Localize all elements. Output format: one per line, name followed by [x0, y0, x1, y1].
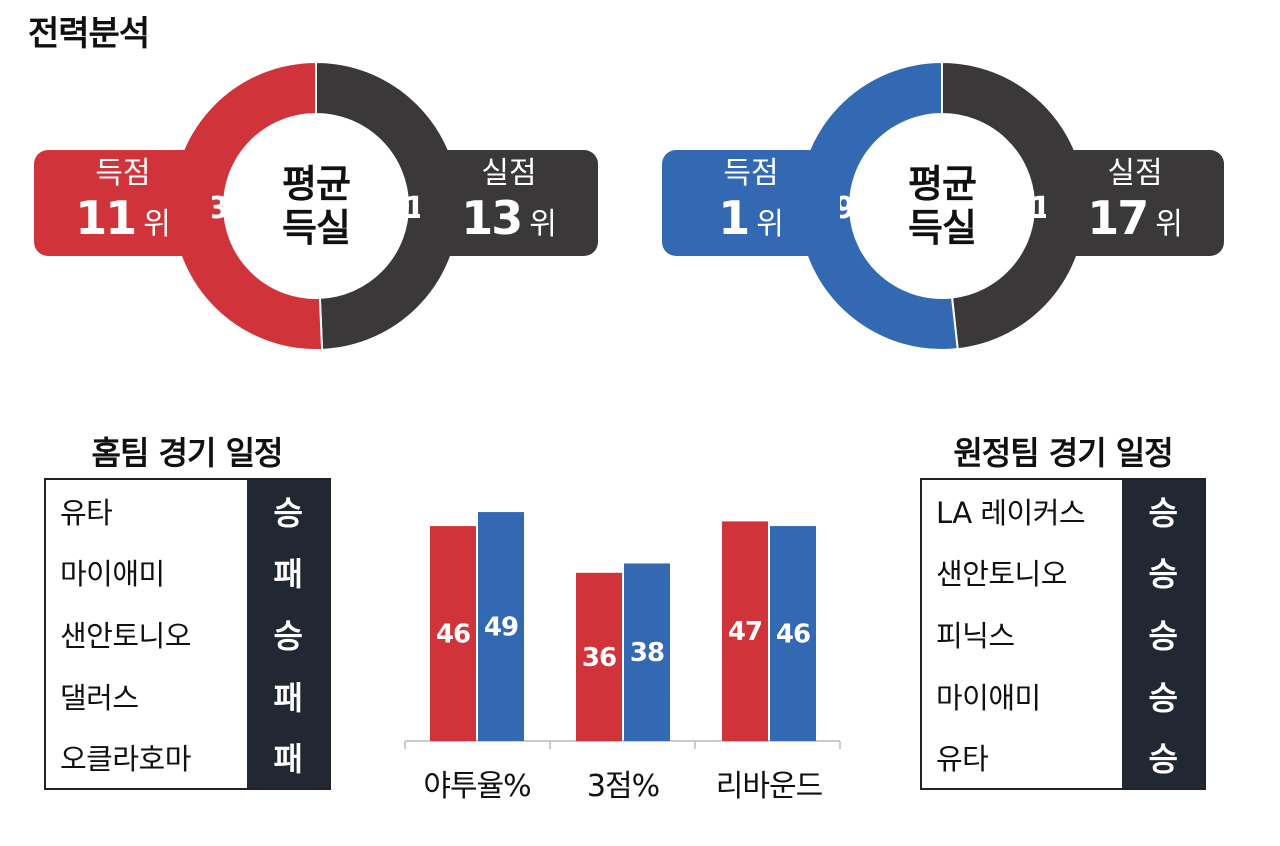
schedule-opponent: 유타 — [60, 495, 113, 530]
bar — [576, 572, 622, 741]
home-allowed-unit: 위 — [529, 206, 557, 242]
away-center-line1: 평균 — [908, 162, 977, 206]
bar — [478, 512, 524, 741]
away-allowed-box: 실점 17 위 — [1046, 150, 1224, 256]
bar-value-label: 38 — [630, 638, 664, 668]
bar-value-label: 46 — [776, 620, 810, 650]
bar-value-label: 47 — [728, 617, 762, 647]
home-scored-rank: 11 — [75, 190, 137, 245]
schedule-opponent: 샌안토니오 — [60, 618, 191, 653]
bar — [430, 526, 476, 741]
home-scored-slice — [171, 60, 324, 351]
home-allowed-rank: 13 — [461, 190, 523, 245]
schedule-opponent: 샌안토니오 — [936, 557, 1067, 592]
schedule-result: 승 — [273, 493, 303, 532]
category-label: 리바운드 — [716, 769, 823, 804]
away-schedule-title: 원정팀 경기 일정 — [953, 434, 1173, 472]
away-center-label: 평균 득실 — [882, 162, 1002, 250]
home-center-line1: 평균 — [282, 162, 351, 206]
home-allowed-label: 실점 — [481, 155, 537, 191]
schedule-opponent: 피닉스 — [936, 618, 1015, 653]
schedule-opponent: 오클라호마 — [60, 742, 191, 777]
bar — [624, 563, 670, 741]
schedule-result: 패 — [273, 678, 303, 717]
away-scored-unit: 위 — [756, 206, 784, 242]
schedule-opponent: LA 레이커스 — [936, 495, 1086, 530]
schedule-result: 패 — [273, 740, 303, 779]
schedule-opponent: 댈러스 — [60, 680, 139, 715]
away-scored-rank: 1 — [718, 190, 750, 245]
home-allowed-box: 실점 13 위 — [420, 150, 598, 256]
away-center-line2: 득실 — [908, 206, 977, 250]
category-label: 3점% — [587, 769, 659, 804]
home-scored-label: 득점 — [95, 155, 151, 191]
bar-value-label: 46 — [436, 620, 470, 650]
away-scored-label: 득점 — [723, 155, 779, 191]
schedule-result: 승 — [1148, 616, 1178, 655]
home-scored-box: 득점 11 위 — [34, 150, 212, 256]
schedule-result: 패 — [273, 555, 303, 594]
home-schedule-title: 홈팀 경기 일정 — [91, 434, 284, 472]
away-allowed-slice — [941, 60, 1087, 351]
home-center-line2: 득실 — [282, 206, 351, 250]
home-allowed-slice — [315, 60, 461, 351]
schedule-opponent: 마이애미 — [936, 680, 1041, 715]
away-allowed-label: 실점 — [1107, 155, 1163, 191]
away-allowed-rank: 17 — [1087, 190, 1149, 245]
bar-value-label: 49 — [484, 613, 518, 643]
schedule-opponent: 유타 — [936, 742, 989, 777]
bar — [722, 521, 768, 741]
schedule-opponent: 마이애미 — [60, 557, 165, 592]
page-title: 전력분석 — [28, 14, 150, 54]
schedule-result: 승 — [1148, 555, 1178, 594]
schedule-result: 승 — [273, 616, 303, 655]
schedule-result: 승 — [1148, 678, 1178, 717]
bar-value-label: 36 — [582, 643, 616, 673]
home-center-label: 평균 득실 — [256, 162, 376, 250]
schedule-result: 승 — [1148, 493, 1178, 532]
bar — [770, 526, 816, 741]
away-scored-slice — [797, 60, 959, 351]
category-label: 야투율% — [423, 769, 530, 804]
home-scored-unit: 위 — [143, 206, 171, 242]
away-allowed-unit: 위 — [1155, 206, 1183, 242]
schedule-result: 승 — [1148, 740, 1178, 779]
